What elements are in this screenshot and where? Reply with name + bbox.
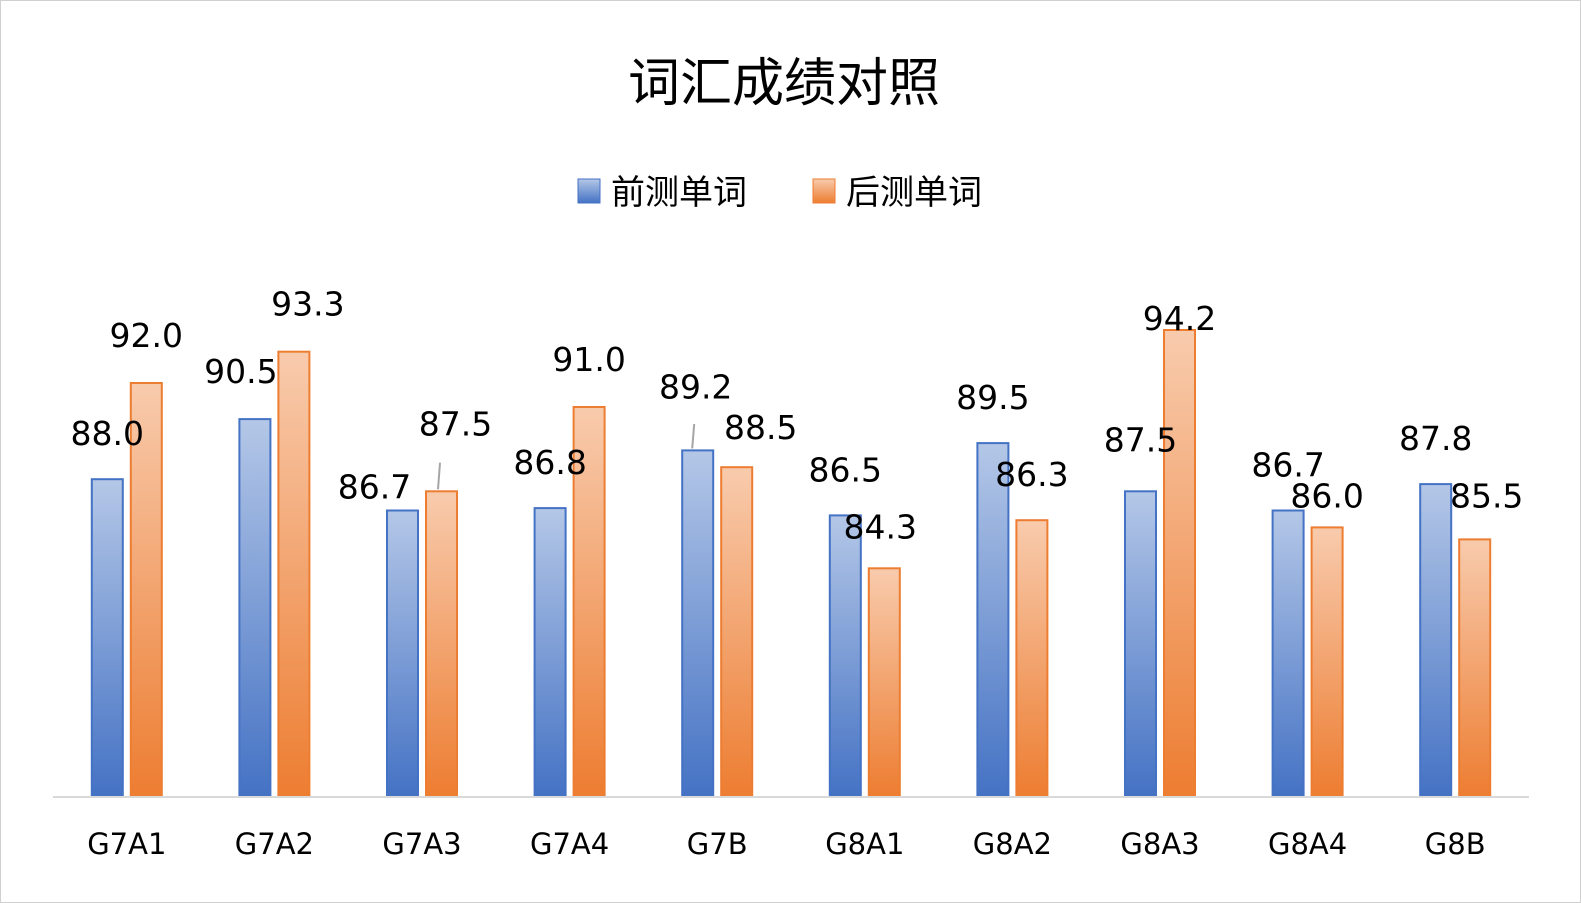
bar-pre-test-g7a4	[533, 507, 567, 798]
data-label-post-test-g7a4: 91.0	[552, 340, 625, 379]
data-label-post-test-g8a3: 94.2	[1143, 299, 1216, 338]
data-label-pre-test-g7a1: 88.0	[71, 414, 144, 453]
legend-swatch-pre-test	[577, 178, 601, 204]
bar-post-test-g8a3	[1163, 329, 1196, 798]
data-label-pre-test-g7a3: 86.7	[338, 468, 411, 507]
x-tick-labels: G7A1 G7A2 G7A3 G7A4 G7B G8A1 G8A2 G8A3 G8A4 G8B	[87, 827, 1485, 861]
data-label-pre-test-g8a3: 87.5	[1104, 420, 1177, 459]
bar-pre-test-g7a3	[386, 509, 419, 798]
bar-post-test-g8a4	[1310, 526, 1344, 799]
x-tick-label-g7b: G7B	[687, 827, 748, 861]
leader-lines-layer	[437, 423, 696, 490]
x-tick-label-g8b: G8B	[1425, 827, 1486, 861]
data-label-pre-test-g7a4: 86.8	[513, 443, 586, 482]
bar-post-test-g7b	[720, 466, 754, 798]
bar-pre-test-g8a1	[828, 514, 862, 799]
x-tick-label-g7a4: G7A4	[530, 827, 609, 861]
data-label-post-test-g8a2: 86.3	[995, 455, 1068, 494]
x-tick-label-g8a3: G8A3	[1120, 827, 1199, 861]
x-tick-label-g7a2: G7A2	[235, 827, 314, 861]
bar-pre-test-g7b	[681, 449, 715, 798]
bar-pre-test-g8b	[1419, 483, 1453, 798]
data-label-post-test-g7a3: 87.5	[419, 404, 492, 443]
bar-post-test-g8a1	[867, 567, 901, 798]
data-label-pre-test-g8a2: 89.5	[956, 378, 1029, 417]
data-label-pre-test-g7b: 89.2	[659, 367, 732, 406]
bar-post-test-g7a2	[277, 350, 311, 798]
data-label-pre-test-g8a1: 86.5	[809, 450, 882, 489]
bar-pre-test-g8a3	[1124, 490, 1157, 798]
bar-post-test-g8a2	[1015, 519, 1049, 798]
legend-swatch-post-test	[812, 178, 836, 204]
x-tick-label-g7a1: G7A1	[87, 827, 166, 861]
bar-pre-test-g8a4	[1271, 509, 1305, 798]
legend-label-pre-test: 前测单词	[611, 173, 747, 213]
x-tick-label-g7a3: G7A3	[382, 827, 461, 861]
bar-post-test-g7a1	[129, 382, 163, 798]
bar-post-test-g8b	[1458, 538, 1492, 799]
x-tick-label-g8a4: G8A4	[1268, 827, 1347, 861]
chart-title: 词汇成绩对照	[628, 54, 940, 114]
data-label-post-test-g7a2: 93.3	[271, 285, 344, 324]
legend-label-post-test: 后测单词	[846, 173, 982, 213]
x-tick-label-g8a2: G8A2	[973, 827, 1052, 861]
legend: 前测单词 后测单词	[577, 173, 982, 213]
data-label-post-test-g7a1: 92.0	[110, 316, 183, 355]
data-label-post-test-g7b: 88.5	[724, 408, 797, 447]
bar-pre-test-g8a2	[976, 442, 1010, 798]
bar-post-test-g7a3	[425, 490, 458, 798]
data-label-pre-test-g8b: 87.8	[1399, 419, 1472, 458]
data-label-post-test-g8b: 85.5	[1450, 476, 1523, 515]
leader-line-g7a3	[437, 462, 441, 490]
data-label-pre-test-g7a2: 90.5	[204, 352, 277, 391]
x-tick-label-g8a1: G8A1	[825, 827, 904, 861]
data-label-post-test-g8a1: 84.3	[844, 507, 917, 546]
bar-pre-test-g7a2	[238, 418, 272, 798]
bar-pre-test-g7a1	[90, 478, 124, 798]
data-label-post-test-g8a4: 86.0	[1290, 476, 1363, 515]
data-labels-layer: 88.092.090.593.386.787.586.891.089.288.5…	[71, 285, 1524, 547]
bars-layer	[90, 329, 1492, 799]
leader-line-g7b	[691, 423, 696, 449]
data-label-pre-test-g8a4: 86.7	[1251, 446, 1324, 485]
